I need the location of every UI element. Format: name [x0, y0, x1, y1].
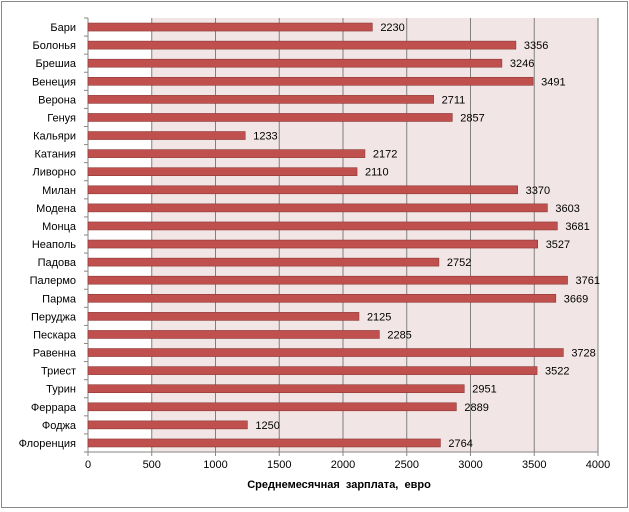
bar — [87, 76, 534, 86]
x-tick-label: 4000 — [586, 459, 610, 471]
data-label: 3370 — [526, 185, 550, 197]
bar — [87, 402, 457, 412]
data-label: 2889 — [464, 402, 488, 414]
category-label: Фоджа — [42, 420, 77, 432]
data-label: 2172 — [373, 149, 397, 161]
x-tick-label: 1500 — [267, 459, 291, 471]
data-label: 3681 — [565, 221, 589, 233]
category-label: Ливорно — [32, 167, 76, 179]
category-label: Генуя — [47, 112, 76, 124]
data-label: 3603 — [555, 203, 579, 215]
x-tick-label: 2500 — [395, 459, 419, 471]
data-label: 3246 — [510, 58, 534, 70]
category-label: Болонья — [32, 40, 76, 52]
data-label: 1250 — [255, 420, 279, 432]
x-tick-label: 0 — [85, 459, 91, 471]
x-axis-title: Среднемесячная зарплата, евро — [247, 479, 431, 491]
x-tick-label: 2000 — [331, 459, 355, 471]
data-label: 2752 — [447, 257, 471, 269]
x-tick-label: 500 — [143, 459, 161, 471]
bar — [87, 131, 246, 140]
category-label: Брешиа — [35, 58, 76, 70]
category-label: Перуджа — [31, 311, 77, 323]
data-label: 2857 — [460, 112, 484, 124]
category-label: Палермо — [30, 275, 76, 287]
bar — [87, 95, 434, 104]
category-label: Феррара — [31, 402, 77, 414]
bar — [87, 167, 358, 177]
x-tick-label: 1000 — [203, 459, 227, 471]
data-label: 2711 — [442, 94, 466, 106]
category-label: Парма — [42, 293, 77, 305]
data-label: 2285 — [387, 329, 411, 341]
bar — [87, 257, 440, 267]
data-label: 3669 — [564, 293, 588, 305]
bar — [87, 203, 548, 213]
data-label: 3522 — [545, 366, 569, 378]
bar — [87, 221, 558, 231]
bar — [87, 438, 441, 448]
data-label: 2764 — [448, 438, 472, 450]
category-label: Бари — [50, 22, 76, 34]
category-label: Кальяри — [33, 131, 76, 143]
category-label: Верона — [38, 94, 77, 106]
category-label: Флоренция — [19, 438, 76, 450]
bar — [87, 149, 366, 158]
bar — [87, 348, 564, 357]
bar — [87, 420, 248, 430]
x-tick-label: 3500 — [522, 459, 546, 471]
category-label: Пескара — [33, 329, 77, 341]
category-label: Равенна — [33, 348, 77, 360]
bar — [87, 293, 557, 303]
bar — [87, 239, 538, 249]
data-label: 2230 — [380, 22, 404, 34]
x-tick-label: 3000 — [458, 459, 482, 471]
data-label: 3527 — [546, 239, 570, 251]
bar — [87, 113, 453, 122]
data-label: 3356 — [524, 40, 548, 52]
bar — [87, 384, 465, 394]
data-label: 3761 — [576, 275, 600, 287]
bar — [87, 22, 373, 32]
data-label: 2125 — [367, 311, 391, 323]
data-label: 3728 — [571, 348, 595, 360]
category-label: Модена — [36, 203, 77, 215]
category-label: Турин — [46, 384, 76, 396]
data-label: 1233 — [253, 131, 277, 143]
category-label: Триест — [41, 366, 76, 378]
bar — [87, 40, 517, 50]
bar — [87, 330, 380, 339]
category-label: Монца — [42, 221, 77, 233]
bar — [87, 185, 518, 195]
bar — [87, 366, 538, 375]
plot-background — [151, 18, 598, 452]
category-label: Милан — [42, 185, 76, 197]
bar — [87, 275, 568, 285]
data-label: 2110 — [365, 167, 389, 179]
category-label: Неаполь — [32, 239, 76, 251]
category-label: Падова — [38, 257, 77, 269]
data-label: 2951 — [472, 384, 496, 396]
data-label: 3491 — [541, 76, 565, 88]
category-label: Венеция — [32, 76, 76, 88]
bar — [87, 312, 360, 321]
bar — [87, 58, 503, 68]
category-label: Катания — [35, 149, 77, 161]
